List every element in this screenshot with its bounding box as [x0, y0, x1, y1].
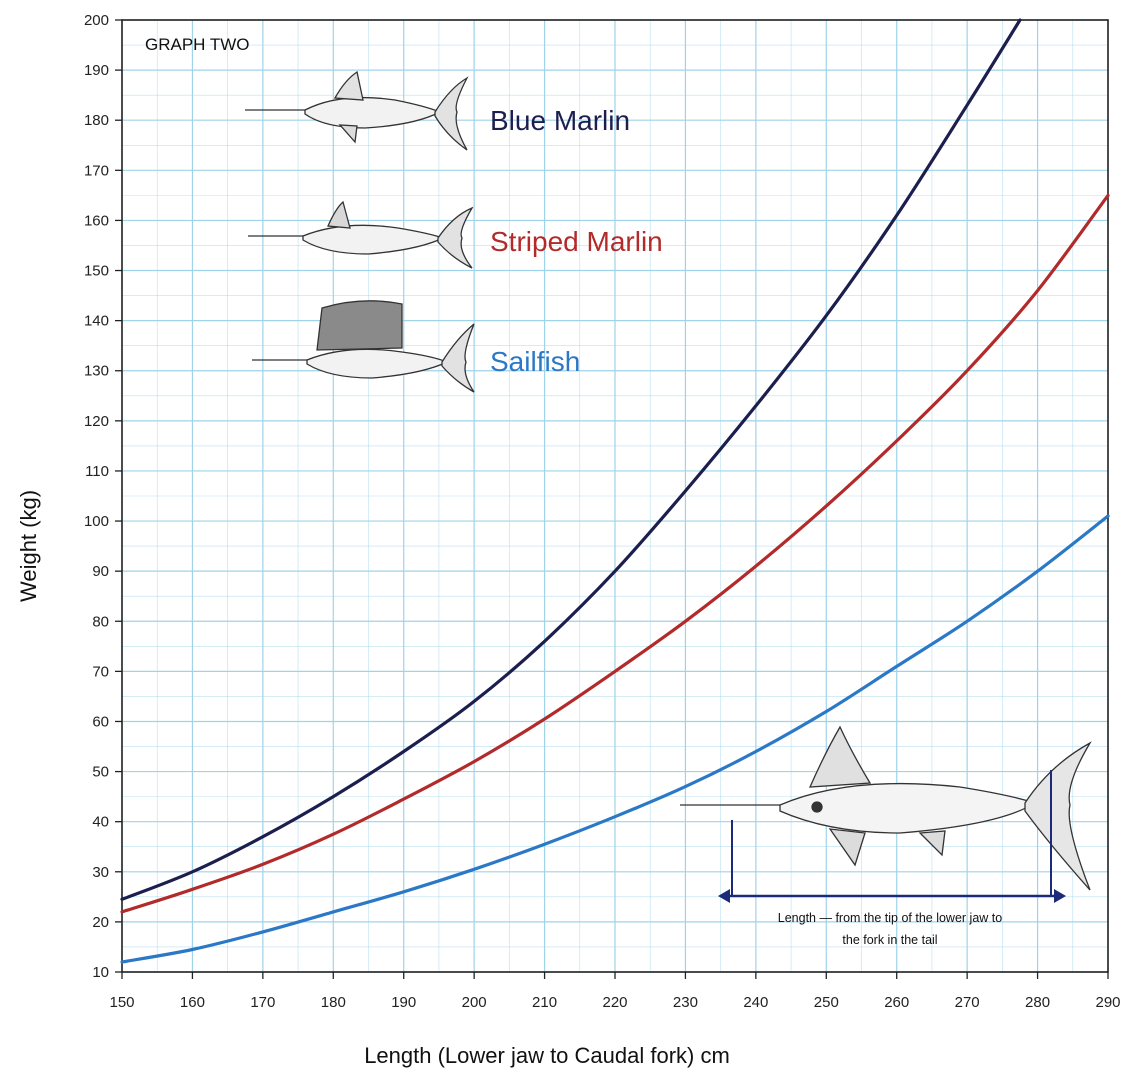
sailfish-illustration — [252, 300, 475, 393]
x-axis-title: Length (Lower jaw to Caudal fork) cm — [364, 1043, 730, 1068]
series-line-sailfish — [120, 514, 1110, 964]
y-tick-label: 130 — [84, 363, 109, 380]
x-tick-label: 170 — [250, 994, 275, 1011]
y-tick-label: 90 — [92, 563, 109, 580]
y-axis-title: Weight (kg) — [16, 490, 41, 602]
y-tick-label: 120 — [84, 413, 109, 430]
x-tick-label: 180 — [321, 994, 346, 1011]
series-line-striped-marlin — [120, 193, 1110, 914]
legend-blue-marlin: Blue Marlin — [490, 105, 630, 136]
annotation-line-1: Length — from the tip of the lower jaw t… — [778, 911, 1002, 925]
x-tick-label: 280 — [1025, 994, 1050, 1011]
x-tick-label: 270 — [955, 994, 980, 1011]
y-tick-label: 200 — [84, 12, 109, 29]
length-measurement-annotation: Length — from the tip of the lower jaw t… — [718, 770, 1066, 947]
x-tick-label: 290 — [1095, 994, 1120, 1011]
x-tick-label: 190 — [391, 994, 416, 1011]
series-lines — [120, 18, 1110, 964]
y-tick-label: 20 — [92, 914, 109, 931]
y-tick-label: 40 — [92, 814, 109, 831]
arrowhead-right — [1054, 889, 1066, 903]
annotation-line-2: the fork in the tail — [842, 933, 937, 947]
y-tick-label: 10 — [92, 964, 109, 981]
y-tick-label: 110 — [85, 463, 109, 480]
y-tick-label: 160 — [84, 212, 109, 229]
x-tick-label: 230 — [673, 994, 698, 1011]
y-tick-label: 170 — [84, 162, 109, 179]
measurement-marlin-illustration — [680, 725, 1092, 891]
x-tick-label: 160 — [180, 994, 205, 1011]
legend-sailfish: Sailfish — [490, 346, 580, 377]
y-tick-label: 190 — [84, 62, 109, 79]
x-tick-label: 240 — [743, 994, 768, 1011]
striped-marlin-illustration — [248, 200, 474, 269]
y-tick-label: 70 — [92, 663, 109, 680]
chart-title: GRAPH TWO — [145, 35, 250, 54]
y-tick-label: 150 — [84, 263, 109, 280]
x-tick-label: 260 — [884, 994, 909, 1011]
x-tick-label: 150 — [109, 994, 134, 1011]
grid — [121, 19, 1109, 973]
arrowhead-left — [718, 889, 730, 903]
y-tick-label: 100 — [84, 513, 109, 530]
x-tick-label: 200 — [462, 994, 487, 1011]
x-tick-label: 250 — [814, 994, 839, 1011]
axes: 150 160 170 180 190 200 210 220 230 240 250 260 270 2… — [84, 12, 1121, 1011]
y-tick-label: 60 — [92, 713, 109, 730]
y-tick-label: 30 — [92, 864, 109, 881]
y-tick-label: 50 — [92, 764, 109, 781]
blue-marlin-illustration — [245, 70, 469, 151]
y-tick-label: 140 — [84, 313, 109, 330]
series-line-blue-marlin — [120, 18, 1022, 901]
y-tick-label: 80 — [92, 613, 109, 630]
y-tick-label: 180 — [84, 112, 109, 129]
x-tick-label: 210 — [532, 994, 557, 1011]
x-tick-label: 220 — [602, 994, 627, 1011]
legend-striped-marlin: Striped Marlin — [490, 226, 663, 257]
